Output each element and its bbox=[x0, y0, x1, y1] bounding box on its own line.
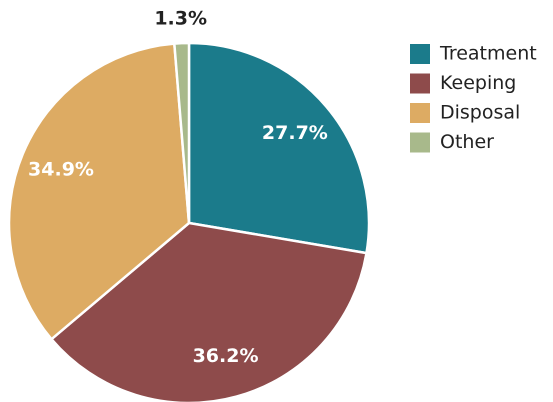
legend-label: Disposal bbox=[440, 102, 520, 124]
slice-label: 1.3% bbox=[154, 8, 207, 30]
pie-slice bbox=[7, 42, 191, 341]
legend-swatch bbox=[410, 44, 430, 64]
pie-slice bbox=[172, 41, 191, 224]
legend-swatch bbox=[410, 103, 430, 123]
legend-label: Keeping bbox=[440, 72, 516, 94]
slice-label: 36.2% bbox=[193, 345, 259, 367]
slice-label: 27.7% bbox=[262, 122, 328, 144]
legend-label: Other bbox=[440, 131, 494, 153]
legend-swatch bbox=[410, 73, 430, 94]
legend-label: Treatment bbox=[439, 43, 537, 65]
legend-swatch bbox=[410, 132, 430, 153]
pie-slice bbox=[187, 41, 371, 255]
pie-slice bbox=[49, 221, 368, 402]
slice-label: 34.9% bbox=[28, 158, 94, 180]
